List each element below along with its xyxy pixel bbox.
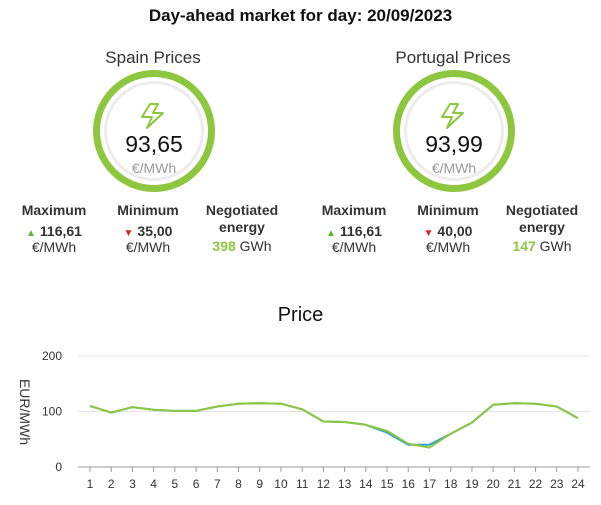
- portugal-maximum: Maximum ▲ 116,61 €/MWh: [308, 202, 400, 256]
- spain-negotiated-energy: Negotiated energy 398 GWh: [192, 202, 292, 254]
- spain-maximum-value: 116,61: [39, 223, 82, 239]
- portugal-price-unit: €/MWh: [431, 160, 477, 176]
- spain-maximum-unit: €/MWh: [31, 239, 77, 255]
- x-tick-label: 24: [571, 477, 585, 491]
- x-tick-label: 10: [274, 477, 288, 491]
- portugal-minimum: Minimum ▼ 40,00 €/MWh: [408, 202, 488, 256]
- x-tick-label: 13: [338, 477, 352, 491]
- spain-price-gauge: 93,65 €/MWh: [93, 70, 215, 192]
- spain-minimum: Minimum ▼ 35,00 €/MWh: [108, 202, 188, 256]
- chart-series: [89, 402, 579, 449]
- triangle-down-icon: ▼: [123, 228, 134, 239]
- spain-average-price: 93,65: [125, 131, 183, 157]
- x-tick-label: 9: [256, 477, 263, 491]
- chart-x-ticks: 1 2 3 4 5 6 7 8 9 10 11 12 13 14 15 16 17 18 19 20 21 22 23 24: [87, 467, 585, 491]
- portugal-average-price: 93,99: [425, 131, 483, 157]
- portugal-minimum-value: 40,00: [437, 223, 473, 239]
- spain-prices-title: Spain Prices: [105, 48, 201, 67]
- series-line-2: [89, 402, 579, 449]
- x-tick-label: 15: [380, 477, 394, 491]
- spain-maximum: Maximum ▲ 116,61 €/MWh: [8, 202, 100, 256]
- lightning-bolt-icon: [141, 103, 164, 129]
- portugal-energy-label-2: energy: [519, 219, 565, 235]
- y-tick-label: 0: [55, 460, 62, 474]
- spain-energy-value: 398: [212, 238, 236, 254]
- x-tick-label: 8: [235, 477, 242, 491]
- portugal-maximum-value: 116,61: [339, 223, 382, 239]
- x-tick-label: 1: [87, 477, 94, 491]
- y-tick-label: 100: [42, 405, 62, 419]
- portugal-minimum-unit: €/MWh: [425, 239, 471, 255]
- x-tick-label: 3: [129, 477, 136, 491]
- portugal-prices-title: Portugal Prices: [395, 48, 511, 67]
- chart-gridlines: [78, 355, 590, 468]
- x-tick-label: 23: [550, 477, 564, 491]
- x-tick-label: 16: [402, 477, 416, 491]
- triangle-up-icon: ▲: [26, 228, 36, 239]
- spain-minimum-unit: €/MWh: [125, 239, 171, 255]
- spain-minimum-label: Minimum: [117, 202, 179, 218]
- portugal-energy-unit: GWh: [539, 238, 572, 254]
- portugal-energy-value: 147: [512, 238, 536, 254]
- spain-maximum-label: Maximum: [21, 202, 87, 218]
- x-tick-label: 4: [150, 477, 157, 491]
- triangle-down-icon: ▼: [423, 228, 434, 239]
- spain-price-unit: €/MWh: [131, 160, 177, 176]
- portugal-negotiated-energy: Negotiated energy 147 GWh: [492, 202, 592, 254]
- x-tick-label: 7: [214, 477, 221, 491]
- x-tick-label: 18: [444, 477, 458, 491]
- x-tick-label: 14: [359, 477, 373, 491]
- x-tick-label: 6: [193, 477, 200, 491]
- portugal-minimum-label: Minimum: [417, 202, 479, 218]
- portugal-prices-panel: Portugal Prices 93,99 €/MWh Maximum ▲ 116…: [308, 46, 598, 271]
- x-tick-label: 11: [296, 477, 309, 491]
- x-tick-label: 19: [465, 477, 479, 491]
- lightning-bolt-icon: [441, 103, 464, 129]
- spain-energy-unit: GWh: [239, 238, 272, 254]
- page-title: Day-ahead market for day: 20/09/2023: [148, 6, 453, 25]
- portugal-price-gauge: 93,99 €/MWh: [393, 70, 515, 192]
- triangle-up-icon: ▲: [326, 228, 336, 239]
- x-tick-label: 22: [529, 477, 543, 491]
- spain-prices-panel: Spain Prices 93,65 €/MWh Maximum ▲ 116,61…: [8, 46, 298, 271]
- portugal-energy-label-1: Negotiated: [505, 202, 579, 218]
- x-tick-label: 21: [508, 477, 522, 491]
- x-tick-label: 5: [172, 477, 179, 491]
- chart-y-ticks: 0 100 200: [42, 349, 62, 474]
- spain-energy-label-2: energy: [219, 219, 265, 235]
- chart-y-axis-label: EUR/MWh: [17, 379, 33, 445]
- y-tick-label: 200: [42, 349, 62, 363]
- x-tick-label: 2: [108, 477, 115, 491]
- spain-energy-label-1: Negotiated: [205, 202, 279, 218]
- x-tick-label: 17: [423, 477, 437, 491]
- spain-minimum-value: 35,00: [137, 223, 173, 239]
- chart-title: Price: [277, 304, 324, 326]
- x-tick-label: 12: [317, 477, 331, 491]
- portugal-maximum-label: Maximum: [321, 202, 387, 218]
- x-tick-label: 20: [486, 477, 500, 491]
- portugal-maximum-unit: €/MWh: [331, 239, 377, 255]
